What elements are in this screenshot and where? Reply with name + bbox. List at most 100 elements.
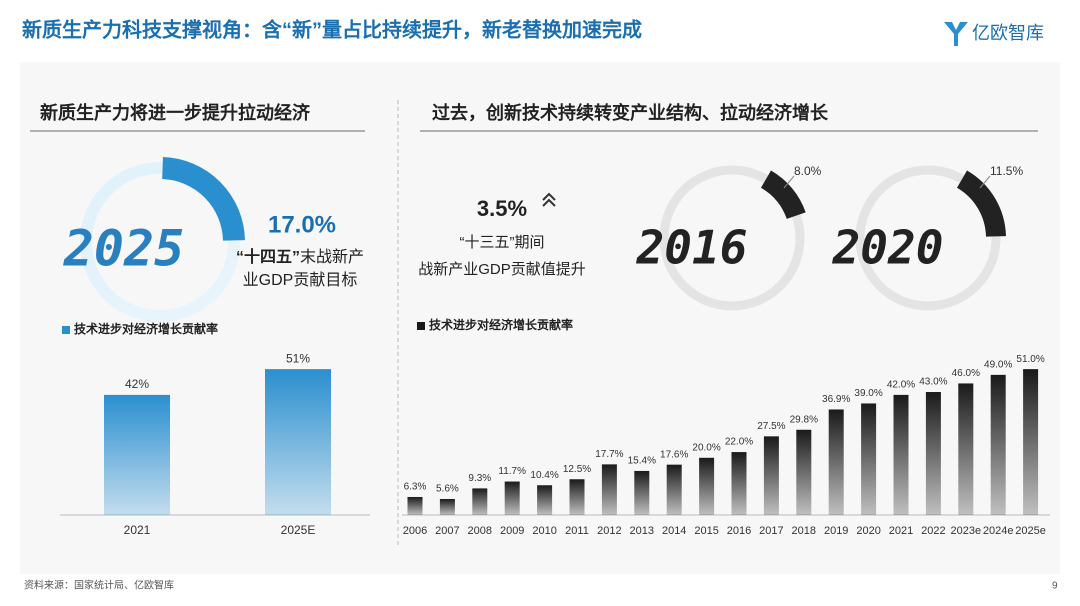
gauge-arc <box>760 170 806 220</box>
data-label: 12.5% <box>563 464 591 475</box>
bar <box>666 464 682 515</box>
bar <box>439 498 455 515</box>
x-tick-label: 2018 <box>792 525 816 537</box>
bar <box>990 374 1006 515</box>
bar <box>1023 369 1039 515</box>
gauge-arc <box>956 170 1006 238</box>
gauge-caption: “十四五”末战新产 <box>236 247 364 266</box>
gauge-caption: 业GDP贡献目标 <box>243 271 358 289</box>
data-label: 15.4% <box>628 456 656 467</box>
bar <box>763 436 779 515</box>
x-tick-label: 2022 <box>921 525 945 537</box>
bar <box>504 481 520 515</box>
page-number: 9 <box>1052 581 1058 592</box>
x-tick-label: 2015 <box>694 525 718 537</box>
x-tick-label: 2021 <box>889 525 913 537</box>
caption-bold: “十四五” <box>236 247 300 266</box>
x-tick-label: 2006 <box>403 525 427 537</box>
x-tick-label: 2009 <box>500 525 524 537</box>
x-tick-label: 2025E <box>281 523 316 537</box>
x-tick-label: 2014 <box>662 525 686 537</box>
data-label: 36.9% <box>822 394 850 405</box>
gauge-year: 2025 <box>63 220 184 278</box>
data-label: 20.0% <box>692 442 720 453</box>
gauge-value: 8.0% <box>794 164 822 178</box>
bar <box>958 383 974 515</box>
bar <box>893 394 909 515</box>
data-label: 42.0% <box>887 380 915 391</box>
increase-caption: “十三五”期间 <box>460 234 545 251</box>
leader-line <box>783 175 795 189</box>
data-label: 42% <box>125 377 149 391</box>
source-note: 资料来源：国家统计局、亿欧智库 <box>24 579 174 592</box>
bar <box>472 488 488 515</box>
x-tick-label: 2025e <box>1015 525 1046 537</box>
x-tick-label: 2013 <box>630 525 654 537</box>
data-label: 5.6% <box>436 484 459 495</box>
gauge-year: 2016 <box>636 221 748 275</box>
data-label: 46.0% <box>952 368 980 379</box>
bar <box>699 457 715 515</box>
increase-caption: 战新产业GDP贡献值提升 <box>418 261 586 278</box>
increase-value: 3.5% <box>477 196 527 221</box>
bar <box>601 464 617 515</box>
data-label: 22.0% <box>725 437 753 448</box>
data-label: 17.6% <box>660 449 688 460</box>
increase-icon <box>542 192 556 207</box>
legend-swatch <box>417 322 425 330</box>
caption-text: 末战新产 <box>300 248 364 266</box>
data-label: 43.0% <box>919 377 947 388</box>
x-tick-label: 2024e <box>983 525 1014 537</box>
x-tick-label: 2017 <box>759 525 783 537</box>
gauge-value: 17.0% <box>268 211 336 238</box>
x-tick-label: 2021 <box>124 523 151 537</box>
bar <box>265 369 331 515</box>
bar <box>104 394 170 515</box>
data-label: 29.8% <box>790 414 818 425</box>
data-label: 49.0% <box>984 360 1012 371</box>
data-label: 27.5% <box>757 421 785 432</box>
gauge-arc <box>161 157 245 241</box>
x-tick-label: 2010 <box>532 525 556 537</box>
x-tick-label: 2012 <box>597 525 621 537</box>
gauge-ring <box>80 162 240 322</box>
bar <box>861 403 877 515</box>
data-label: 51% <box>286 351 310 365</box>
panel-heading: 过去，创新技术持续转变产业结构、拉动经济增长 <box>432 102 829 123</box>
legend-label: 技术进步对经济增长贡献率 <box>429 317 573 332</box>
data-label: 17.7% <box>595 449 623 460</box>
gauge-ring <box>855 165 1001 311</box>
data-label: 6.3% <box>404 482 427 493</box>
slide-title: 新质生产力科技支撑视角：含“新”量占比持续提升，新老替换加速完成 <box>22 17 642 41</box>
legend-swatch <box>62 326 70 334</box>
data-label: 51.0% <box>1016 354 1044 365</box>
x-tick-label: 2020 <box>856 525 880 537</box>
gauge-ring <box>659 165 805 311</box>
bar <box>731 452 747 515</box>
leader-line <box>979 175 991 189</box>
logo-text: 亿欧智库 <box>972 23 1044 43</box>
gauge-value: 11.5% <box>990 164 1023 178</box>
panel-heading: 新质生产力将进一步提升拉动经济 <box>40 102 311 123</box>
data-label: 10.4% <box>530 470 558 481</box>
bar <box>925 392 941 515</box>
bar <box>634 470 650 515</box>
data-label: 39.0% <box>854 388 882 399</box>
x-tick-label: 2023e <box>951 525 982 537</box>
data-label: 11.7% <box>498 466 526 477</box>
bar <box>796 429 812 515</box>
x-tick-label: 2011 <box>565 525 589 537</box>
bar <box>569 479 585 515</box>
x-tick-label: 2019 <box>824 525 848 537</box>
bar <box>537 485 553 515</box>
x-tick-label: 2008 <box>468 525 492 537</box>
legend-label: 技术进步对经济增长贡献率 <box>74 321 218 336</box>
gauge-year: 2020 <box>832 221 944 275</box>
x-tick-label: 2016 <box>727 525 751 537</box>
x-tick-label: 2007 <box>435 525 459 537</box>
bar <box>407 496 423 515</box>
bar <box>828 409 844 515</box>
data-label: 9.3% <box>468 473 491 484</box>
logo-icon <box>944 22 968 46</box>
